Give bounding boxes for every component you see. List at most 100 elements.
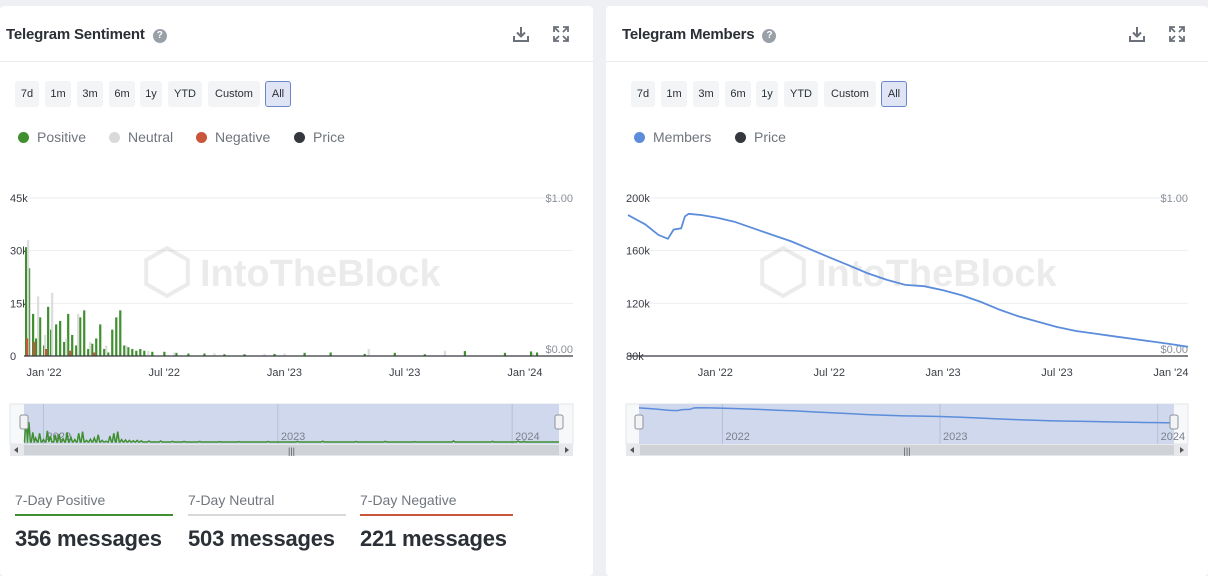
range-btn-1y[interactable]: 1y — [756, 81, 778, 107]
positive-bar — [63, 341, 66, 356]
positive-bar — [111, 329, 114, 356]
scrollbar-grip-icon: ||| — [288, 446, 295, 456]
positive-bar — [463, 351, 467, 356]
watermark-text: IntoTheBlock — [200, 253, 442, 295]
watermark: IntoTheBlock — [760, 245, 1058, 299]
positive-bar — [95, 338, 98, 356]
positive-bar — [423, 354, 426, 356]
neutral-bar — [125, 345, 128, 356]
neutral-bar — [65, 338, 68, 356]
positive-bar — [529, 351, 533, 356]
panel-header: Telegram Sentiment? — [0, 6, 593, 62]
positive-bar — [503, 352, 507, 356]
positive-bar — [25, 247, 28, 356]
legend-price[interactable]: Price — [735, 129, 786, 145]
x-tick-label: Jan '22 — [26, 367, 61, 379]
scroll-left-arrow-icon[interactable] — [14, 447, 18, 453]
range-btn-1y[interactable]: 1y — [140, 81, 162, 107]
positive-bar — [99, 324, 102, 356]
legend-neutral[interactable]: Neutral — [109, 129, 173, 145]
neutral-bar — [531, 352, 535, 356]
range-btn-6m[interactable]: 6m — [109, 81, 135, 107]
scroll-left-arrow-icon[interactable] — [630, 447, 634, 453]
scrollbar-thumb[interactable] — [24, 445, 559, 455]
stat-positive-label: 7-Day Positive — [15, 492, 106, 508]
positive-bar — [223, 354, 226, 356]
y-tick-label: 120k — [626, 298, 650, 310]
legend-members[interactable]: Members — [634, 129, 711, 145]
positive-bar — [83, 310, 86, 356]
navigator-handle[interactable] — [554, 414, 564, 430]
scroll-right-arrow-icon[interactable] — [565, 447, 569, 453]
navigator-members-line — [638, 407, 1175, 424]
navigator[interactable]: 2022 2023 2024||| — [9, 403, 574, 456]
legend-price[interactable]: Price — [294, 129, 345, 145]
positive-bar — [115, 317, 118, 356]
range-btn-all[interactable]: All — [881, 81, 907, 107]
neutral-bar — [147, 350, 150, 356]
navigator-handle[interactable] — [634, 414, 644, 430]
neutral-bar — [283, 353, 286, 356]
range-btn-3m[interactable]: 3m — [77, 81, 103, 107]
navigator[interactable]: 2022 2023 2024||| — [625, 403, 1189, 456]
neutral-bar — [37, 296, 40, 356]
range-btn-ytd[interactable]: YTD — [168, 81, 202, 107]
positive-bar — [243, 354, 246, 356]
positive-bar — [71, 334, 74, 356]
y-tick-label: 45k — [10, 193, 28, 205]
help-icon[interactable]: ? — [152, 29, 167, 43]
range-btn-1m[interactable]: 1m — [45, 81, 71, 107]
range-btn-all[interactable]: All — [265, 81, 291, 107]
range-btn-7d[interactable]: 7d — [15, 81, 39, 107]
range-btn-7d[interactable]: 7d — [631, 81, 655, 107]
scroll-right-arrow-icon[interactable] — [1180, 447, 1184, 453]
y-tick-label: 80k — [626, 351, 644, 363]
negative-bar — [33, 341, 36, 356]
range-btn-custom[interactable]: Custom — [208, 81, 260, 107]
positive-bar — [393, 352, 396, 356]
download-icon[interactable] — [511, 24, 531, 44]
range-btn-3m[interactable]: 3m — [693, 81, 719, 107]
x-tick-label: Jul '22 — [813, 367, 844, 379]
y2-tick-label: $0.00 — [545, 344, 573, 356]
stat-negative: 7-Day Negative 221 messages — [360, 492, 513, 552]
range-btn-custom[interactable]: Custom — [824, 81, 876, 107]
fullscreen-icon[interactable] — [1167, 24, 1187, 44]
members-series-line — [627, 212, 1189, 348]
positive-bar — [67, 313, 70, 356]
range-btn-ytd[interactable]: YTD — [784, 81, 818, 107]
fullscreen-icon[interactable] — [551, 24, 571, 44]
positive-bar — [55, 324, 58, 356]
x-tick-label: Jul '23 — [1041, 367, 1072, 379]
legend-positive[interactable]: Positive — [18, 129, 86, 145]
navigator-handle[interactable] — [1169, 414, 1179, 430]
positive-bar — [175, 352, 178, 356]
navigator-year-label: 2023 — [281, 431, 305, 443]
x-tick-label: Jan '24 — [507, 367, 542, 379]
positive-bar — [363, 353, 366, 356]
legend-negative[interactable]: Negative — [196, 129, 270, 145]
positive-bar — [123, 345, 126, 356]
x-tick-label: Jan '23 — [926, 367, 961, 379]
neutral-bar — [367, 348, 370, 356]
y2-tick-label: $1.00 — [1160, 193, 1188, 205]
members-chart[interactable]: 80k 120k 160k 200k $0.00 $1.00 IntoTheBlock Jan… — [606, 6, 1208, 476]
range-btn-6m[interactable]: 6m — [725, 81, 751, 107]
x-tick-label: Jan '22 — [698, 367, 733, 379]
navigator-handle[interactable] — [19, 414, 29, 430]
neutral-series — [27, 240, 535, 356]
stat-positive-value: 356 messages — [15, 526, 162, 551]
negative-bar — [93, 352, 96, 356]
navigator-positive-line — [23, 417, 559, 443]
stat-negative-label: 7-Day Negative — [360, 492, 457, 508]
scrollbar-thumb[interactable] — [640, 445, 1174, 455]
positive-bar — [139, 348, 142, 356]
sentiment-chart[interactable]: 0 15k 30k 45k $0.00 $1.00 IntoTheBlock Jan '22 J… — [0, 6, 593, 476]
negative-bar — [69, 350, 72, 356]
download-icon[interactable] — [1127, 24, 1147, 44]
positive-bar — [329, 352, 332, 356]
positive-bar — [127, 347, 130, 356]
navigator-year-label: 2024 — [515, 431, 539, 443]
help-icon[interactable]: ? — [762, 29, 777, 43]
range-btn-1m[interactable]: 1m — [661, 81, 687, 107]
